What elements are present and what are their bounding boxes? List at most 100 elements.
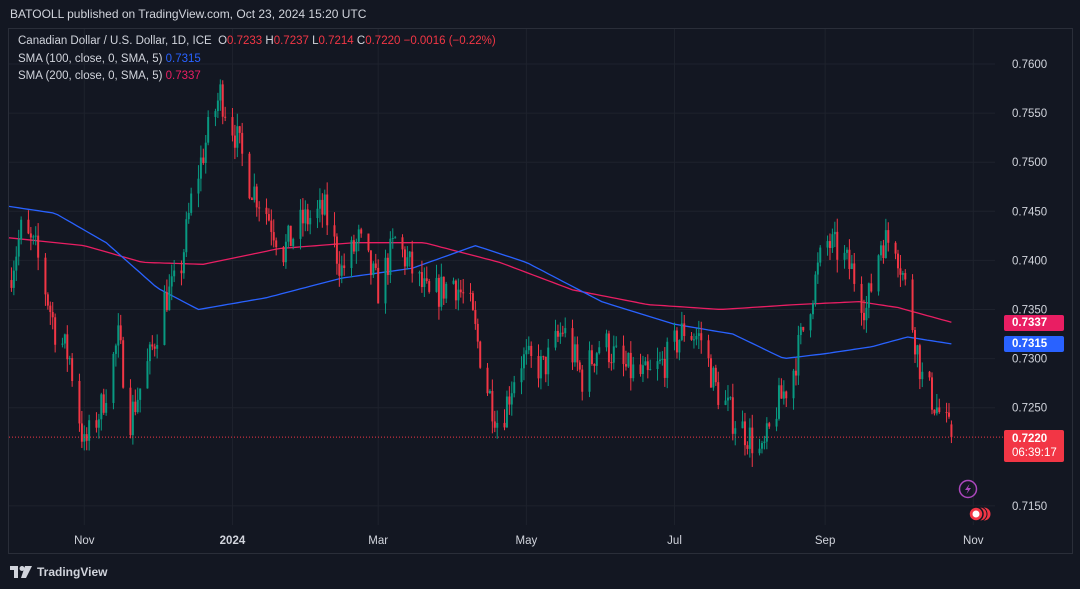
candle-body: [306, 209, 309, 225]
candle-body: [78, 380, 81, 424]
low-value: 0.7214: [318, 35, 354, 47]
candle-body: [945, 412, 948, 414]
candle-body: [136, 399, 139, 413]
candle-body: [860, 283, 863, 313]
x-tick-label: Nov: [963, 535, 984, 547]
candle-body: [780, 385, 783, 399]
candle-body: [658, 359, 661, 362]
x-tick-label: Nov: [74, 535, 95, 547]
candle-body: [173, 270, 176, 277]
candle-body: [49, 305, 52, 313]
candle-body: [304, 209, 307, 224]
sma200-value: 0.7337: [165, 70, 201, 82]
candle-body: [435, 277, 438, 292]
candle-body: [406, 257, 409, 267]
candle-body: [595, 353, 598, 366]
change-value: −0.0016 (−0.22%): [403, 35, 496, 47]
candle-body: [884, 230, 887, 259]
candle-body: [231, 117, 234, 136]
candle-body: [916, 345, 919, 355]
candle-body: [826, 241, 829, 248]
sma200-line: [8, 237, 952, 323]
candle-body: [559, 332, 562, 337]
candle-body: [646, 361, 649, 370]
candle-body: [100, 394, 103, 420]
candle-body: [357, 229, 360, 242]
candle-body: [51, 312, 54, 318]
candle-body: [403, 249, 406, 267]
candle-body: [20, 219, 23, 240]
candle-body: [768, 423, 771, 427]
candle-body: [564, 328, 567, 334]
candle-body: [216, 100, 219, 112]
candle-body: [615, 345, 618, 347]
chart-frame[interactable]: [8, 28, 1073, 554]
candle-body: [700, 333, 703, 341]
candle-body: [486, 367, 489, 394]
candle-body: [629, 352, 632, 379]
candle-body: [513, 382, 516, 394]
candle-body: [675, 330, 678, 353]
candle-body: [95, 420, 98, 428]
candle-body: [131, 401, 134, 436]
candle-body: [445, 283, 448, 299]
sma100-label: SMA (100, close, 0, SMA, 5): [18, 53, 163, 65]
candle-body: [505, 396, 508, 428]
symbol-title: Canadian Dollar / U.S. Dollar, 1D, ICE: [18, 35, 212, 47]
candle-body: [469, 292, 472, 294]
candle-body: [139, 388, 142, 400]
candle-body: [743, 421, 746, 446]
candle-body: [782, 391, 785, 399]
candle-body: [83, 434, 86, 442]
candle-body: [129, 387, 132, 436]
candle-body: [593, 363, 596, 366]
candle-body: [811, 303, 814, 315]
candle-body: [352, 240, 355, 252]
sma100-value: 0.7315: [165, 53, 201, 65]
candle-body: [204, 142, 207, 164]
candle-body: [10, 280, 13, 288]
candle-body: [921, 371, 924, 380]
candle-body: [248, 153, 251, 199]
lightning-icon[interactable]: [958, 479, 978, 499]
y-tick-label: 0.7250: [1012, 403, 1047, 415]
candle-body: [639, 364, 642, 375]
events-icon[interactable]: [968, 506, 992, 522]
high-value: 0.7237: [273, 35, 309, 47]
candle-body: [190, 193, 193, 213]
candle-body: [233, 135, 236, 148]
legend-sma100[interactable]: SMA (100, close, 0, SMA, 5) 0.7315: [18, 53, 201, 65]
candle-body: [350, 240, 353, 269]
candle-body: [607, 333, 610, 363]
candle-body: [814, 274, 817, 304]
candle-body: [522, 354, 525, 369]
x-tick-label: Mar: [368, 535, 388, 547]
candle-body: [389, 238, 392, 275]
candle-body: [185, 219, 188, 253]
candle-body: [80, 423, 83, 442]
candle-body: [119, 325, 122, 341]
candle-body: [374, 263, 377, 268]
candle-body: [904, 273, 907, 280]
candle-body: [68, 358, 71, 360]
candle-body: [862, 312, 865, 321]
tradingview-logo[interactable]: TradingView: [10, 565, 107, 579]
candle-body: [335, 236, 338, 264]
candle-body: [799, 326, 802, 335]
candle-body: [61, 343, 64, 345]
sma100-price-tag: 0.7315: [1004, 336, 1064, 352]
candle-body: [663, 358, 666, 378]
candle-body: [323, 194, 326, 215]
candle-body: [828, 241, 831, 248]
candle-body: [520, 368, 523, 383]
candle-body: [758, 448, 761, 454]
candle-body: [913, 330, 916, 355]
candle-body: [899, 268, 902, 275]
candle-body: [571, 328, 574, 363]
candle-body: [690, 335, 693, 340]
candle-body: [316, 208, 319, 219]
legend-sma200[interactable]: SMA (200, close, 0, SMA, 5) 0.7337: [18, 70, 201, 82]
candle-body: [112, 353, 115, 403]
open-label: O: [218, 35, 228, 47]
